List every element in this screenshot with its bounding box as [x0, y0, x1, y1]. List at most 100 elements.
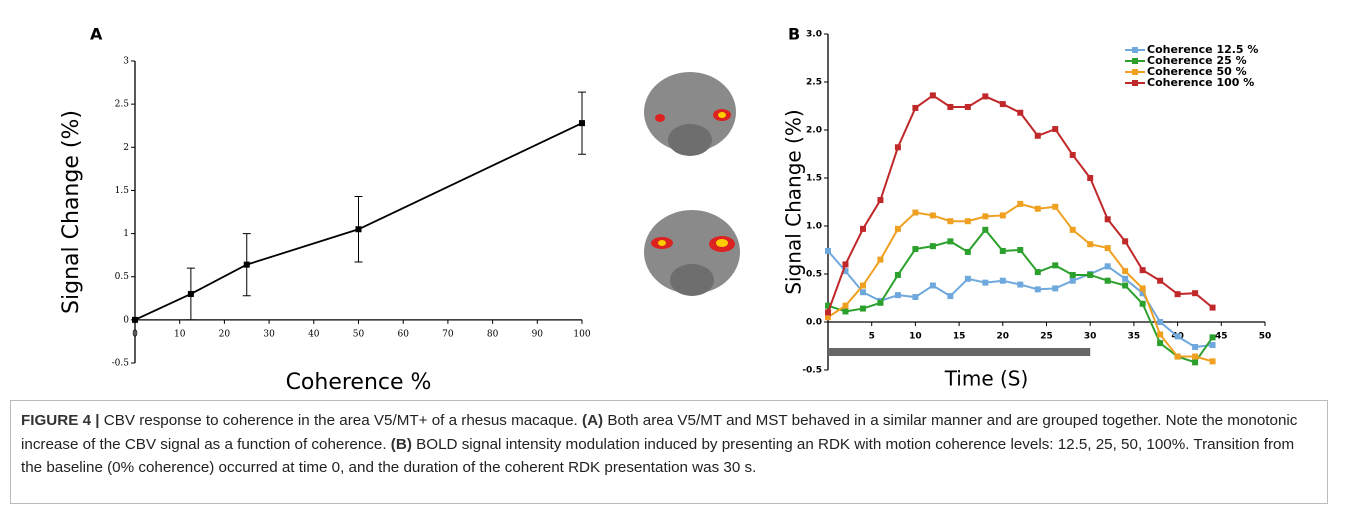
- marker: [842, 308, 848, 314]
- marker: [1105, 245, 1111, 251]
- marker: [1017, 247, 1023, 253]
- y-tick-label: 2.5: [115, 100, 130, 110]
- x-tick-label: 20: [997, 332, 1010, 342]
- y-axis-label: Signal Change (%): [59, 110, 84, 314]
- marker: [912, 210, 918, 216]
- marker: [982, 280, 988, 286]
- x-tick-label: 0: [132, 329, 138, 339]
- marker: [1175, 333, 1181, 339]
- marker: [1210, 342, 1216, 348]
- marker: [1052, 262, 1058, 268]
- y-tick-label: 0: [123, 315, 129, 325]
- marker: [877, 257, 883, 263]
- y-tick-label: 0.0: [806, 318, 822, 328]
- panel-label: B: [788, 25, 800, 44]
- y-tick-label: 2.0: [806, 126, 822, 136]
- y-tick-label: -0.5: [112, 359, 130, 369]
- marker: [965, 249, 971, 255]
- marker: [895, 292, 901, 298]
- marker: [947, 238, 953, 244]
- marker: [1052, 126, 1058, 132]
- marker: [1070, 152, 1076, 158]
- y-tick-label: -0.5: [802, 366, 822, 376]
- marker: [965, 104, 971, 110]
- marker: [1035, 133, 1041, 139]
- marker: [1000, 212, 1006, 218]
- marker: [1140, 301, 1146, 307]
- x-tick-label: 100: [573, 329, 590, 339]
- x-tick-label: 25: [1040, 332, 1053, 342]
- marker: [1017, 110, 1023, 116]
- marker: [1122, 276, 1128, 282]
- y-tick-label: 3: [123, 57, 129, 67]
- y-tick-label: 2: [123, 143, 129, 153]
- marker: [1192, 290, 1198, 296]
- caption-text: CBV response to coherence in the area V5…: [104, 412, 578, 429]
- x-axis-label: Time (S): [944, 367, 1029, 391]
- figure: A-0.500.511.522.530102030405060708090100…: [0, 0, 1360, 510]
- marker: [947, 293, 953, 299]
- marker: [895, 144, 901, 150]
- marker: [1157, 340, 1163, 346]
- y-tick-label: 1: [123, 229, 129, 239]
- legend-marker: [1132, 58, 1138, 64]
- x-tick-label: 5: [869, 332, 875, 342]
- marker: [982, 213, 988, 219]
- y-tick-label: 2.5: [806, 78, 822, 88]
- marker: [1210, 358, 1216, 364]
- marker: [860, 289, 866, 295]
- marker: [860, 283, 866, 289]
- marker: [947, 218, 953, 224]
- marker: [1070, 272, 1076, 278]
- x-tick-label: 70: [442, 329, 454, 339]
- marker: [1000, 101, 1006, 107]
- legend-marker: [1132, 69, 1138, 75]
- marker: [1140, 267, 1146, 273]
- marker: [860, 306, 866, 312]
- marker: [1000, 248, 1006, 254]
- marker: [1052, 285, 1058, 291]
- x-tick-label: 10: [909, 332, 922, 342]
- marker: [1122, 238, 1128, 244]
- marker: [895, 226, 901, 232]
- marker: [912, 105, 918, 111]
- marker: [1140, 285, 1146, 291]
- marker: [1000, 278, 1006, 284]
- marker: [1210, 334, 1216, 340]
- x-tick-label: 80: [487, 329, 499, 339]
- x-tick-label: 40: [308, 329, 320, 339]
- panel-label: A: [90, 25, 103, 44]
- marker: [842, 261, 848, 267]
- marker: [842, 303, 848, 309]
- marker: [356, 226, 362, 232]
- marker: [1157, 278, 1163, 284]
- marker: [1175, 291, 1181, 297]
- marker: [1087, 175, 1093, 181]
- marker: [1017, 201, 1023, 207]
- marker: [930, 92, 936, 98]
- caption-panel-ref: (A): [582, 412, 603, 429]
- marker: [860, 226, 866, 232]
- x-tick-label: 60: [397, 329, 409, 339]
- marker: [947, 104, 953, 110]
- marker: [1052, 204, 1058, 210]
- y-tick-label: 1.0: [806, 222, 822, 232]
- marker: [1105, 263, 1111, 269]
- marker: [1175, 354, 1181, 360]
- marker: [1122, 283, 1128, 289]
- marker: [1070, 227, 1076, 233]
- marker: [1087, 241, 1093, 247]
- stimulus-bar: [828, 348, 1090, 356]
- brain-images: [644, 72, 740, 296]
- marker: [930, 243, 936, 249]
- marker: [895, 272, 901, 278]
- y-tick-label: 0.5: [806, 270, 822, 280]
- x-axis-label: Coherence %: [286, 370, 432, 395]
- marker: [877, 197, 883, 203]
- y-tick-label: 1.5: [115, 186, 130, 196]
- marker: [1035, 286, 1041, 292]
- y-tick-label: 1.5: [806, 174, 822, 184]
- x-tick-label: 20: [219, 329, 231, 339]
- marker: [244, 262, 250, 268]
